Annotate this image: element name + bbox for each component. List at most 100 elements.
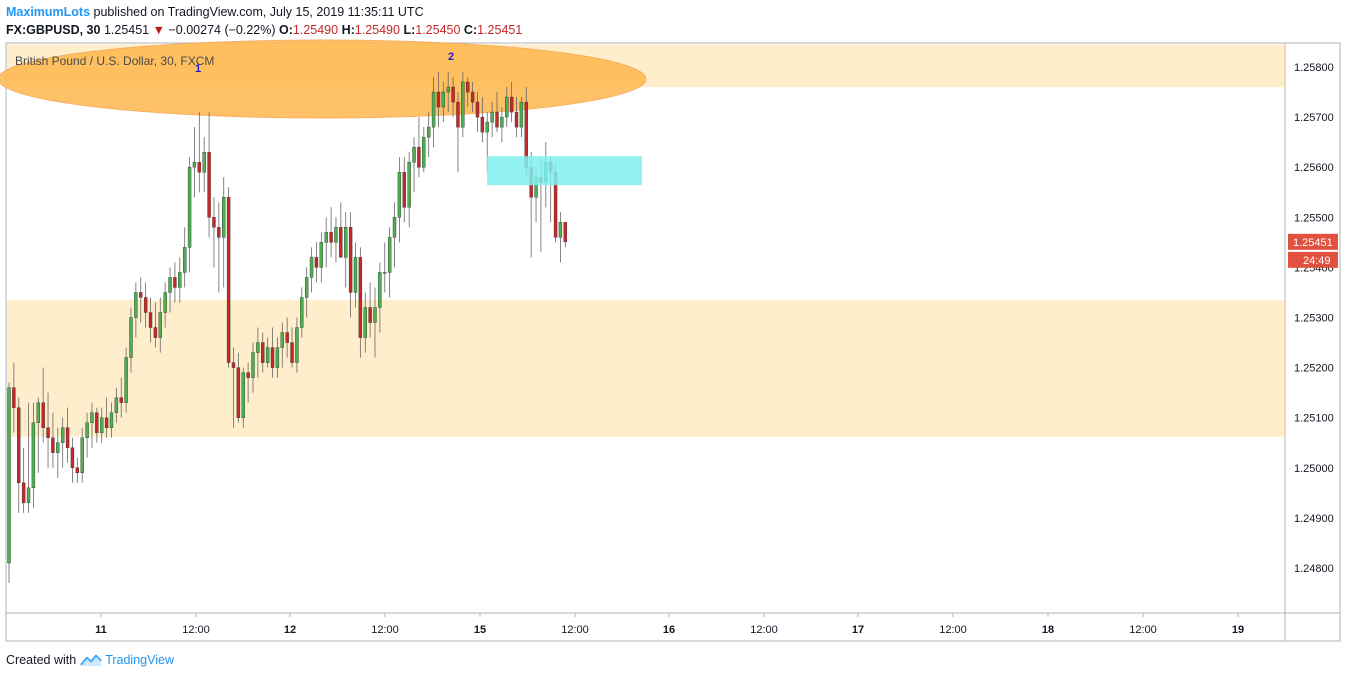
published-text: published on TradingView.com, July 15, 2…: [93, 5, 424, 19]
candle-down: [153, 327, 158, 338]
candle-up: [275, 347, 280, 368]
candle-up: [158, 312, 162, 338]
candle-down: [119, 397, 123, 403]
candle-up: [187, 166, 192, 248]
candle-up: [222, 197, 226, 238]
candle-up: [431, 91, 436, 128]
candle-down: [261, 342, 265, 363]
candle-up: [505, 96, 509, 118]
candle-up: [363, 307, 367, 338]
footer: Created with TradingView: [6, 653, 174, 667]
x-tick-label: 19: [1232, 624, 1244, 636]
candle-down: [402, 172, 406, 208]
candle-up: [300, 297, 304, 328]
candle-down: [475, 101, 480, 118]
author-name[interactable]: MaximumLots: [6, 5, 91, 19]
high-label: H:: [341, 23, 355, 37]
candle-up: [129, 317, 133, 358]
candle-up: [324, 232, 328, 243]
candle-down: [348, 227, 353, 293]
y-tick-label: 1.25200: [1294, 363, 1334, 375]
candle-down: [236, 367, 241, 418]
candle-up: [7, 387, 11, 564]
wave-marker-1: 1: [195, 63, 201, 75]
candle-up: [344, 227, 348, 258]
candle-up: [500, 116, 504, 128]
candle-down: [314, 257, 319, 268]
countdown-badge: [1288, 251, 1338, 268]
high-value: 1.25490: [354, 23, 400, 37]
last-price-label: 1.25451: [1293, 237, 1333, 249]
last-price: 1.25451: [103, 23, 150, 37]
candle-down: [480, 116, 485, 133]
candle-up: [163, 292, 167, 313]
candle-up: [353, 257, 358, 293]
x-tick-label: 11: [95, 624, 107, 636]
candle-up: [26, 487, 31, 504]
candle-down: [139, 292, 143, 298]
candle-down: [51, 437, 55, 453]
candle-down: [270, 347, 275, 368]
candle-down: [70, 447, 75, 469]
candle-down: [417, 146, 421, 168]
candle-up: [378, 272, 382, 308]
candle-down: [226, 197, 231, 363]
candle-down: [470, 91, 475, 103]
y-tick-label: 1.25800: [1294, 62, 1334, 74]
candle-up: [178, 272, 182, 288]
x-tick-label: 12:00: [561, 624, 589, 636]
candle-up: [60, 427, 65, 443]
candle-down: [509, 96, 514, 113]
candle-up: [485, 121, 489, 133]
close-value: 1.25451: [477, 23, 523, 37]
candle-up: [397, 172, 402, 218]
candle-up: [319, 242, 324, 268]
y-tick-label: 1.25100: [1294, 413, 1334, 425]
y-tick-label: 1.25600: [1294, 162, 1334, 174]
candle-up: [309, 257, 314, 278]
candle-down: [285, 332, 289, 343]
candle-down: [143, 297, 148, 313]
candle-up: [519, 101, 524, 128]
x-tick-label: 15: [474, 624, 486, 636]
candle-up: [334, 227, 338, 243]
candle-down: [46, 427, 50, 438]
candle-up: [168, 277, 172, 293]
last-price-badge: [1288, 233, 1338, 250]
price-change: −0.00274 (−0.22%): [168, 23, 276, 37]
candle-up: [407, 161, 411, 208]
support-zone: [7, 299, 1285, 437]
candle-down: [368, 307, 372, 323]
candle-down: [21, 482, 26, 504]
candle-down: [75, 467, 80, 474]
candle-down: [41, 402, 45, 428]
x-tick-label: 17: [852, 624, 864, 636]
candle-down: [456, 101, 460, 128]
candle-up: [192, 161, 197, 168]
y-tick-label: 1.25300: [1294, 313, 1334, 325]
tradingview-brand-link[interactable]: TradingView: [105, 653, 174, 667]
candle-up: [387, 237, 392, 273]
open-value: 1.25490: [292, 23, 339, 37]
candle-down: [246, 372, 250, 378]
chart-title: British Pound / U.S. Dollar, 30, FXCM: [15, 54, 214, 68]
candle-up: [90, 412, 94, 423]
candle-down: [495, 111, 499, 128]
countdown-label: 24:49: [1303, 255, 1331, 267]
symbol-label: FX:GBPUSD, 30: [6, 23, 101, 37]
candle-up: [265, 347, 270, 363]
candle-down: [148, 312, 153, 328]
target-box: [487, 156, 642, 186]
candle-down: [290, 342, 294, 363]
down-arrow-icon: ▼: [152, 23, 165, 37]
y-tick-label: 1.25000: [1294, 463, 1334, 475]
candle-up: [558, 222, 563, 238]
symbol-info: FX:GBPUSD, 30 1.25451 ▼ −0.00274 (−0.22%…: [6, 23, 522, 37]
wave-marker-2: 2: [448, 51, 454, 63]
y-tick-label: 1.24800: [1294, 563, 1334, 575]
candle-up: [461, 81, 465, 128]
candle-up: [256, 342, 260, 353]
candle-down: [212, 217, 216, 228]
x-tick-label: 18: [1042, 624, 1054, 636]
